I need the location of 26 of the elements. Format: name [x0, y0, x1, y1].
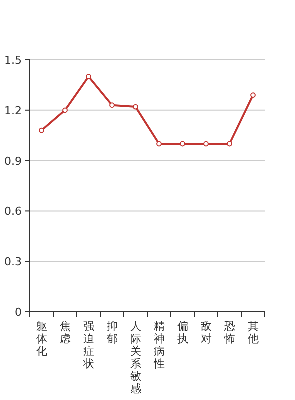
- x-tick-label: 敌对: [200, 320, 212, 346]
- y-tick-label: 0: [15, 306, 22, 319]
- point: [204, 141, 209, 147]
- x-tick-label: 强迫症状: [82, 320, 94, 370]
- x-tick-label: 其他: [248, 320, 259, 346]
- y-tick-label: 1.2: [4, 104, 22, 118]
- x-tick-label: 恐怖: [223, 320, 236, 346]
- x-tick-label: 抑郁: [106, 320, 118, 346]
- point: [227, 141, 232, 147]
- point: [110, 102, 115, 108]
- point: [133, 104, 138, 110]
- y-tick-label: 0.3: [4, 256, 22, 269]
- y-tick-label: 0.9: [4, 154, 22, 168]
- point: [250, 92, 256, 98]
- point: [180, 141, 186, 147]
- x-tick-label: 偏执: [177, 320, 188, 346]
- point: [62, 108, 68, 114]
- point: [156, 141, 162, 147]
- point: [86, 74, 92, 80]
- point: [39, 128, 44, 134]
- y-tick-label: 1.5: [4, 54, 22, 67]
- y-tick-label: 0.6: [4, 205, 22, 218]
- x-tick-label: 躯体化: [36, 320, 48, 358]
- x-tick-label: 人际关系敏感: [130, 320, 142, 396]
- x-tick-label: 精神病性: [152, 320, 165, 370]
- x-tick-label: 焦虑: [60, 320, 71, 346]
